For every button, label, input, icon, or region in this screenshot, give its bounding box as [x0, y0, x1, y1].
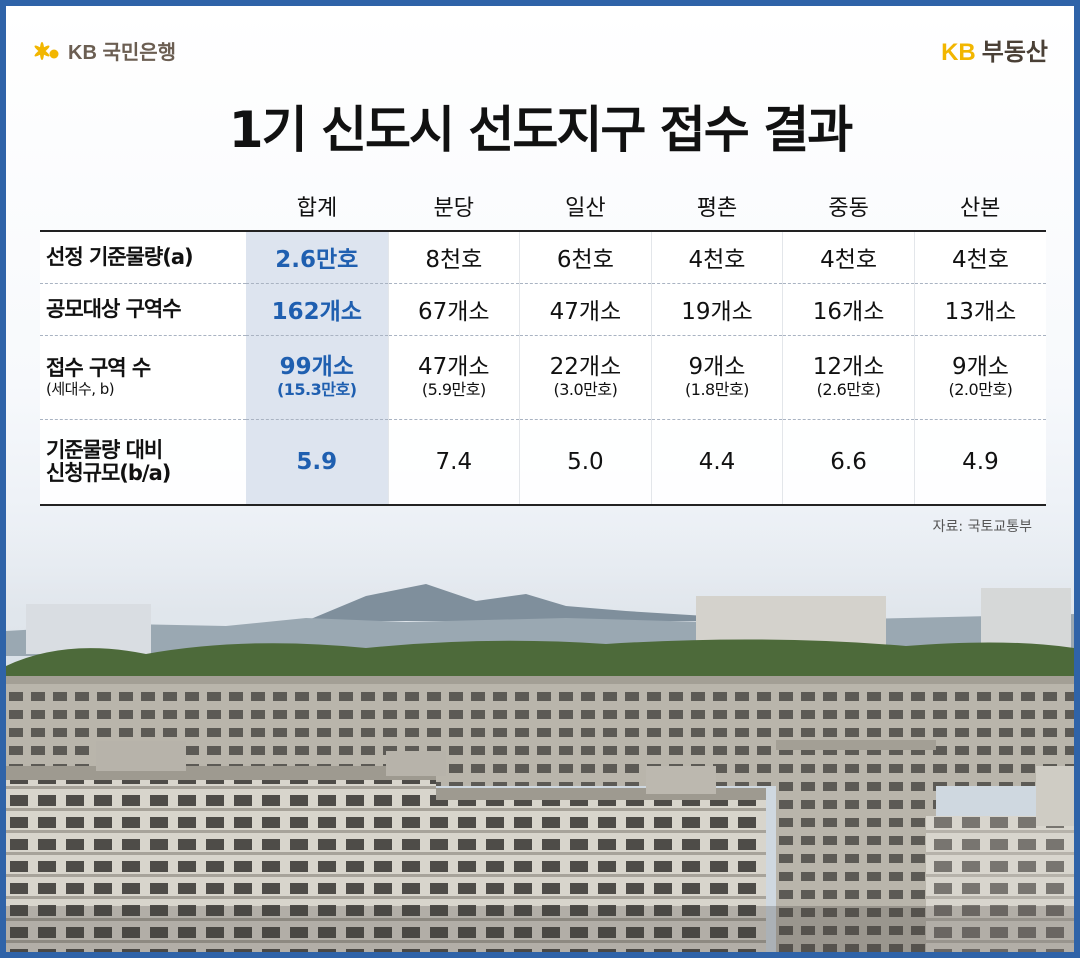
cell-subvalue: (5.9만호) — [421, 380, 486, 400]
col-header-total: 합계 — [246, 181, 388, 232]
row-label-main: 접수 구역 수 — [46, 355, 151, 380]
table-row: 접수 구역 수 (세대수, b) 99개소 (15.3만호) 47개소 (5.9… — [40, 335, 1046, 420]
cell-value: 9개소 — [951, 353, 1009, 380]
table-cell: 19개소 — [650, 283, 783, 336]
table-cell: 6.6 — [782, 419, 915, 506]
cell-total: 99개소 (15.3만호) — [246, 335, 388, 420]
col-header-pyeongchon: 평촌 — [651, 181, 783, 232]
col-header-sanbon: 산본 — [914, 181, 1046, 232]
cell-subvalue: (2.6만호) — [816, 380, 881, 400]
cell-value: 22개소 — [549, 353, 622, 380]
table-cell: 47개소 (5.9만호) — [387, 335, 520, 420]
cell-value: 9개소 — [688, 353, 746, 380]
table-row: 기준물량 대비 신청규모(b/a) 5.9 7.4 5.0 4.4 6.6 4.… — [40, 419, 1046, 506]
page-title: 1기 신도시 선도지구 접수 결과 — [228, 101, 853, 159]
table-cell: 12개소 (2.6만호) — [782, 335, 915, 420]
row-label-sub: (세대수, b) — [46, 380, 115, 399]
cell-subvalue: (15.3만호) — [276, 380, 357, 400]
table-cell: 22개소 (3.0만호) — [519, 335, 652, 420]
table-cell: 13개소 — [913, 283, 1046, 336]
kb-star-icon — [34, 41, 59, 60]
table-cell: 6천호 — [519, 231, 652, 284]
kb-bank-name: KB 국민은행 — [68, 42, 177, 64]
table-cell: 7.4 — [387, 419, 520, 506]
cell-value: 12개소 — [812, 353, 885, 380]
row-label: 공모대상 구역수 — [40, 283, 246, 336]
cell-subvalue: (3.0만호) — [553, 380, 618, 400]
cell-total: 2.6만호 — [246, 231, 388, 284]
row-label: 기준물량 대비 신청규모(b/a) — [40, 419, 246, 506]
kb-realty-mark: KB — [941, 39, 976, 66]
row-label: 선정 기준물량(a) — [40, 231, 246, 284]
kb-bank-logo: KB 국민은행 — [32, 36, 176, 65]
col-header-jungdong: 중동 — [782, 181, 915, 232]
apartment-complex-photo — [6, 526, 1074, 952]
table-cell: 9개소 (2.0만호) — [913, 335, 1046, 420]
table-cell: 5.0 — [519, 419, 652, 506]
kb-realty-name: 부동산 — [981, 39, 1048, 66]
table-cell: 8천호 — [387, 231, 520, 284]
cell-subvalue: (1.8만호) — [685, 380, 749, 400]
table-header-row: 합계 분당 일산 평촌 중동 산본 — [40, 181, 1046, 232]
cell-subvalue: (2.0만호) — [948, 380, 1013, 400]
table-cell: 4.4 — [650, 419, 783, 506]
header-empty — [40, 181, 246, 232]
cell-total: 162개소 — [246, 283, 388, 336]
table-cell: 4천호 — [650, 231, 783, 284]
table-cell: 67개소 — [387, 283, 520, 336]
table-cell: 4천호 — [782, 231, 915, 284]
row-label-line2: 신청규모(b/a) — [46, 460, 171, 485]
cell-total: 5.9 — [246, 419, 388, 506]
table-cell: 47개소 — [519, 283, 652, 336]
row-label: 접수 구역 수 (세대수, b) — [40, 335, 246, 420]
table-cell: 4.9 — [913, 419, 1046, 506]
table-cell: 16개소 — [782, 283, 915, 336]
table-row: 공모대상 구역수 162개소 67개소 47개소 19개소 16개소 13개소 — [40, 283, 1046, 336]
table-cell: 4천호 — [913, 231, 1046, 284]
results-table: 합계 분당 일산 평촌 중동 산본 선정 기준물량(a) 2.6만호 8천호 6… — [40, 181, 1046, 506]
row-label-line1: 기준물량 대비 — [46, 437, 163, 462]
kb-realty-logo: KB 부동산 — [941, 32, 1048, 67]
table-row: 선정 기준물량(a) 2.6만호 8천호 6천호 4천호 4천호 4천호 — [40, 231, 1046, 284]
table-cell: 9개소 (1.8만호) — [650, 335, 783, 420]
cell-value: 47개소 — [418, 353, 490, 380]
col-header-bundang: 분당 — [388, 181, 520, 232]
col-header-ilsan: 일산 — [519, 181, 652, 232]
cell-value: 99개소 — [279, 353, 354, 380]
